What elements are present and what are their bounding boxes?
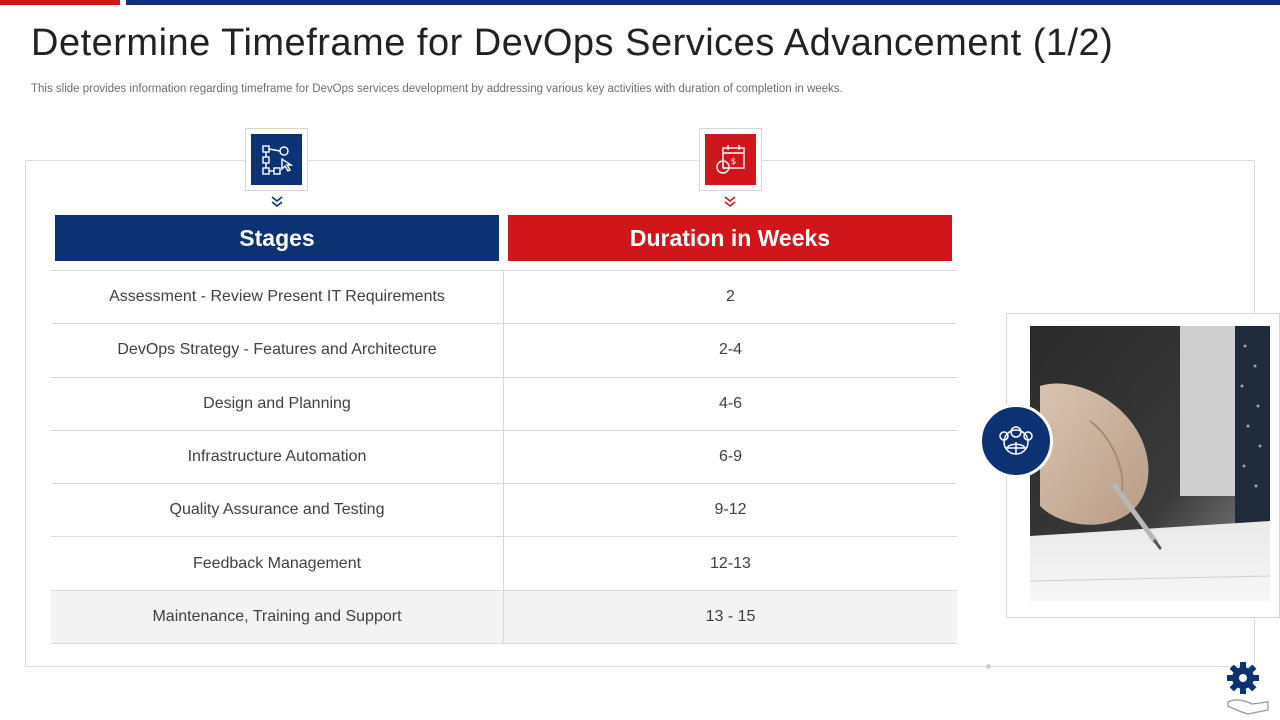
table-row: Assessment - Review Present IT Requireme… (51, 271, 957, 325)
duration-icon-box: $ (699, 128, 762, 191)
table-row: Infrastructure Automation 6-9 (51, 430, 957, 485)
duration-column-header: Duration in Weeks (508, 215, 952, 261)
writing-hand-photo (1030, 326, 1270, 602)
duration-cell: 4-6 (718, 394, 743, 412)
duration-cell: 12-13 (710, 554, 751, 572)
timeframe-table: Assessment - Review Present IT Requireme… (51, 270, 957, 645)
page-title: Determine Timeframe for DevOps Services … (31, 22, 1114, 64)
table-row: Feedback Management 12-13 (51, 537, 957, 591)
chevron-down-icon (724, 196, 736, 208)
chevron-down-icon (271, 196, 283, 208)
table-row: Maintenance, Training and Support 13 - 1… (51, 590, 957, 645)
stage-cell: Quality Assurance and Testing (51, 484, 504, 537)
duration-cell: 13 - 15 (705, 607, 756, 625)
frame-corner-dot (986, 664, 991, 669)
stage-cell: Feedback Management (51, 537, 504, 590)
stage-cell: Assessment - Review Present IT Requireme… (51, 271, 504, 324)
top-accent-bar-blue (126, 0, 1280, 5)
flowchart-icon (251, 134, 302, 185)
table-row: Design and Planning 4-6 (51, 377, 957, 431)
duration-cell: 2-4 (718, 341, 743, 359)
stages-column-header: Stages (55, 215, 499, 261)
stage-cell: Maintenance, Training and Support (51, 590, 504, 644)
duration-cell: 9-12 (714, 501, 747, 519)
stage-cell: Design and Planning (51, 377, 504, 430)
duration-cell: 6-9 (718, 448, 743, 466)
svg-text:$: $ (730, 157, 736, 167)
team-icon (979, 404, 1053, 478)
stages-icon-box (245, 128, 308, 191)
table-row: Quality Assurance and Testing 9-12 (51, 484, 957, 538)
top-accent-bar-red (0, 0, 120, 5)
duration-cell: 2 (726, 288, 735, 306)
table-row: DevOps Strategy - Features and Architect… (51, 324, 957, 378)
gear-hand-icon (1227, 662, 1269, 715)
page-subtitle: This slide provides information regardin… (31, 83, 843, 95)
stage-cell: DevOps Strategy - Features and Architect… (51, 324, 504, 377)
calendar-money-icon: $ (705, 134, 756, 185)
stage-cell: Infrastructure Automation (51, 430, 504, 484)
